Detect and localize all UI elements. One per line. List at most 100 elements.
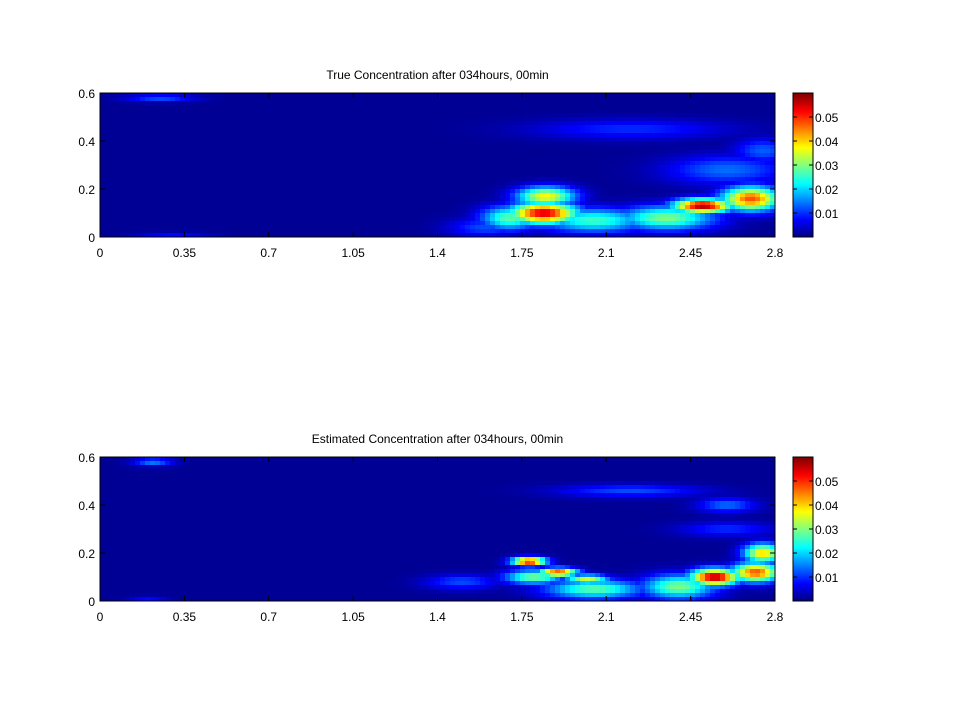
heatmap-cell	[645, 217, 650, 221]
heatmap-cell	[610, 197, 615, 201]
heatmap-cell	[500, 189, 505, 193]
heatmap-cell	[300, 225, 305, 229]
heatmap-cell	[230, 93, 235, 97]
heatmap-cell	[375, 105, 380, 109]
heatmap-cell	[270, 113, 275, 117]
heatmap-cell	[295, 213, 300, 217]
heatmap-cell	[390, 225, 395, 229]
heatmap-cell	[505, 93, 510, 97]
heatmap-cell	[130, 205, 135, 209]
heatmap-cell	[490, 105, 495, 109]
heatmap-cell	[385, 97, 390, 101]
heatmap-cell	[355, 121, 360, 125]
heatmap-cell	[205, 153, 210, 157]
heatmap-cell	[520, 229, 525, 233]
heatmap-cell	[595, 173, 600, 177]
heatmap-cell	[640, 109, 645, 113]
heatmap-cell	[435, 185, 440, 189]
heatmap-cell	[615, 133, 620, 137]
colorbar-segment	[793, 121, 813, 124]
heatmap-cell	[125, 209, 130, 213]
heatmap-cell	[510, 233, 515, 237]
heatmap-cell	[550, 153, 555, 157]
heatmap-cell	[590, 169, 595, 173]
heatmap-cell	[230, 185, 235, 189]
heatmap-cell	[595, 93, 600, 97]
heatmap-cell	[695, 121, 700, 125]
heatmap-cell	[675, 161, 680, 165]
heatmap-cell	[220, 209, 225, 213]
heatmap-cell	[485, 117, 490, 121]
heatmap-cell	[370, 189, 375, 193]
heatmap-cell	[730, 217, 735, 221]
heatmap-cell	[335, 205, 340, 209]
heatmap-cell	[310, 125, 315, 129]
heatmap-cell	[355, 157, 360, 161]
heatmap-cell	[685, 197, 690, 201]
heatmap-cell	[105, 201, 110, 205]
heatmap-cell	[285, 177, 290, 181]
heatmap-cell	[365, 125, 370, 129]
heatmap-cell	[465, 225, 470, 229]
heatmap-cell	[120, 149, 125, 153]
heatmap-cell	[255, 97, 260, 101]
heatmap-cell	[685, 193, 690, 197]
heatmap-cell	[665, 157, 670, 161]
heatmap-cell	[320, 209, 325, 213]
heatmap-cell	[340, 201, 345, 205]
heatmap-cell	[235, 129, 240, 133]
heatmap-cell	[250, 129, 255, 133]
heatmap-cell	[430, 213, 435, 217]
heatmap-cell	[120, 141, 125, 145]
heatmap-cell	[450, 149, 455, 153]
heatmap-cell	[735, 177, 740, 181]
heatmap-cell	[190, 125, 195, 129]
heatmap-cell	[150, 209, 155, 213]
heatmap-cell	[720, 185, 725, 189]
heatmap-cell	[535, 189, 540, 193]
heatmap-cell	[160, 233, 165, 237]
heatmap-cell	[640, 157, 645, 161]
heatmap-cell	[160, 101, 165, 105]
heatmap-cell	[475, 125, 480, 129]
heatmap-cell	[625, 173, 630, 177]
heatmap-cell	[650, 153, 655, 157]
colorbar-segment	[793, 149, 813, 152]
heatmap-cell	[520, 133, 525, 137]
heatmap-cell	[220, 201, 225, 205]
heatmap-cell	[320, 117, 325, 121]
heatmap-cell	[605, 185, 610, 189]
heatmap-cell	[130, 197, 135, 201]
heatmap-cell	[350, 113, 355, 117]
heatmap-cell	[115, 141, 120, 145]
heatmap-cell	[690, 225, 695, 229]
heatmap-cell	[250, 225, 255, 229]
heatmap-cell	[600, 161, 605, 165]
heatmap-cell	[585, 97, 590, 101]
heatmap-cell	[330, 169, 335, 173]
heatmap-cell	[315, 229, 320, 233]
heatmap-cell	[740, 229, 745, 233]
heatmap-cell	[395, 169, 400, 173]
heatmap-cell	[425, 117, 430, 121]
heatmap-cell	[545, 201, 550, 205]
heatmap-cell	[690, 117, 695, 121]
heatmap-cell	[600, 145, 605, 149]
heatmap-cell	[525, 145, 530, 149]
heatmap-cell	[165, 217, 170, 221]
heatmap-cell	[560, 201, 565, 205]
heatmap-cell	[315, 101, 320, 105]
heatmap-cell	[380, 229, 385, 233]
colorbar-segment	[793, 187, 813, 190]
heatmap-cell	[755, 177, 760, 181]
heatmap-cell	[485, 225, 490, 229]
heatmap-cell	[530, 209, 535, 213]
heatmap-cell	[350, 93, 355, 97]
heatmap-cell	[430, 229, 435, 233]
heatmap-cell	[550, 209, 555, 213]
heatmap-cell	[395, 109, 400, 113]
heatmap-cell	[670, 225, 675, 229]
heatmap-cell	[570, 105, 575, 109]
heatmap-cell	[555, 213, 560, 217]
heatmap-cell	[595, 169, 600, 173]
